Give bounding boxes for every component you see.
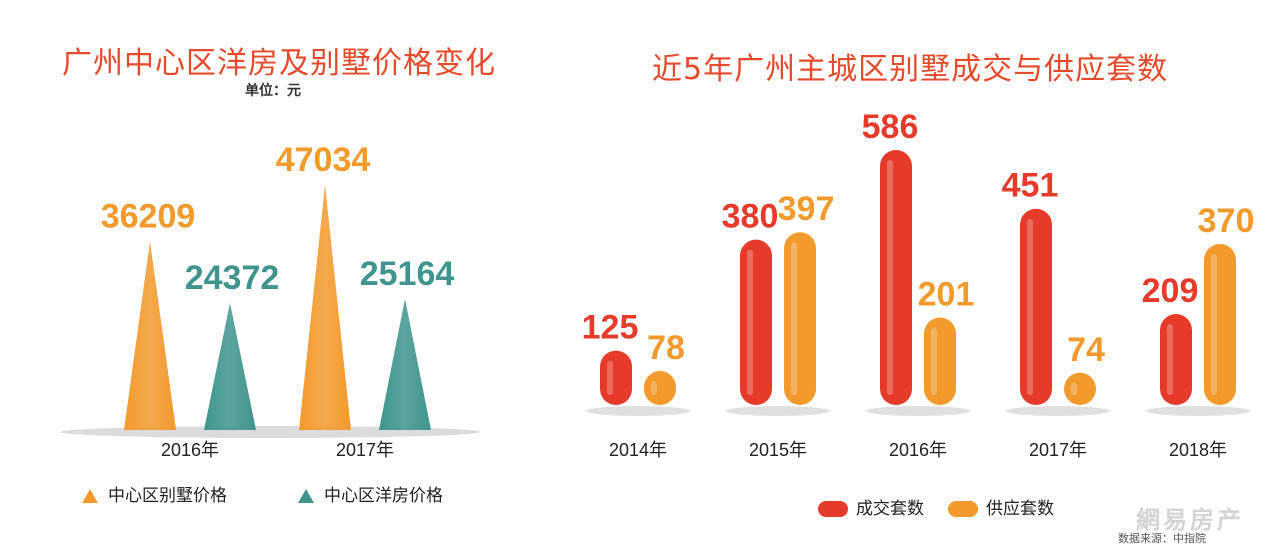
orange-pill-icon	[948, 501, 978, 517]
bar-shadow	[726, 406, 830, 416]
price-value-label: 25164	[360, 255, 455, 293]
year-label: 2016年	[161, 440, 219, 460]
year-label: 2017年	[1029, 440, 1087, 460]
price-triangle	[124, 241, 176, 430]
bar-highlight	[607, 360, 613, 395]
bar-shadow	[586, 406, 690, 416]
price-value-label: 24372	[185, 259, 280, 297]
bar-highlight	[791, 242, 797, 395]
price-value-label: 36209	[101, 197, 196, 235]
volume-value-label: 201	[918, 276, 975, 314]
year-label: 2017年	[336, 440, 394, 460]
bar-shadow	[866, 406, 970, 416]
volume-pill-bar	[644, 371, 676, 405]
teal-triangle-icon	[298, 489, 314, 503]
bar-highlight	[1071, 382, 1077, 395]
volume-pill-bar	[740, 239, 772, 405]
bar-highlight	[1167, 324, 1173, 395]
volume-value-label: 209	[1142, 272, 1199, 310]
volume-pill-bar	[880, 150, 912, 405]
bar-highlight	[931, 327, 937, 395]
left-price-chart: 36209 24372 2016年 47034 25164 2017年	[60, 141, 480, 460]
volume-value-label: 370	[1198, 202, 1255, 240]
volume-value-label: 451	[1002, 167, 1059, 205]
volume-pill-bar	[784, 232, 816, 405]
volume-pill-bar	[600, 350, 632, 405]
year-label: 2016年	[889, 440, 947, 460]
left-chart-title: 广州中心区洋房及别墅价格变化	[62, 46, 496, 81]
volume-pill-bar	[1204, 243, 1236, 405]
year-label: 2015年	[749, 440, 807, 460]
volume-value-label: 74	[1067, 331, 1105, 369]
legend-item-supply: 供应套数	[948, 494, 1054, 519]
orange-triangle-icon	[82, 489, 98, 503]
bar-shadow	[1146, 406, 1250, 416]
netease-logo: 網易房产	[1136, 506, 1244, 534]
year-label: 2018年	[1169, 440, 1227, 460]
volume-value-label: 397	[778, 190, 835, 228]
bar-highlight	[1211, 253, 1217, 395]
legend-item-deals: 成交套数	[818, 494, 924, 519]
bar-shadow	[1006, 406, 1110, 416]
legend-label-villa: 中心区别墅价格	[108, 486, 227, 506]
bar-highlight	[651, 381, 657, 395]
data-source-note: 数据来源：中指院	[1118, 532, 1206, 545]
bar-highlight	[747, 249, 753, 395]
volume-pill-bar	[1020, 208, 1052, 405]
legend-label-apartment: 中心区洋房价格	[324, 486, 443, 506]
year-label: 2014年	[609, 440, 667, 460]
volume-pill-bar	[924, 317, 956, 405]
red-pill-icon	[818, 501, 848, 517]
volume-value-label: 125	[582, 309, 639, 347]
legend-item-villa: 中心区别墅价格	[82, 481, 227, 506]
price-triangle	[379, 298, 431, 430]
bar-highlight	[1027, 218, 1033, 395]
price-triangle	[204, 303, 256, 430]
price-value-label: 47034	[276, 141, 371, 179]
legend-label-deals: 成交套数	[856, 499, 924, 519]
legend-item-apartment: 中心区洋房价格	[298, 481, 443, 506]
volume-value-label: 586	[862, 108, 919, 146]
right-chart-title: 近5年广州主城区别墅成交与供应套数	[652, 52, 1169, 87]
volume-pill-bar	[1064, 372, 1096, 405]
volume-value-label: 380	[722, 198, 779, 236]
volume-value-label: 78	[647, 329, 685, 367]
volume-pill-bar	[1160, 314, 1192, 405]
legend-label-supply: 供应套数	[986, 499, 1054, 519]
bar-highlight	[887, 160, 893, 395]
left-chart-unit: 单位：元	[245, 83, 301, 99]
price-triangle	[299, 185, 351, 430]
